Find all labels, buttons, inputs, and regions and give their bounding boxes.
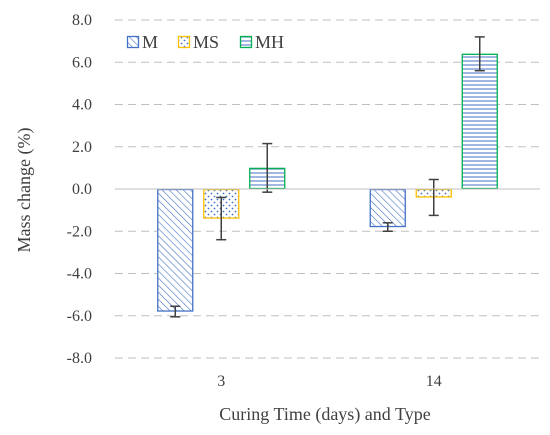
x-tick-label: 3 (217, 373, 225, 390)
y-tick-label: 8.0 (72, 12, 92, 29)
legend-swatch-m (126, 35, 140, 49)
bar-m-3 (157, 188, 194, 312)
x-axis-ticks: 3 14 (217, 373, 442, 390)
legend-swatch-mh (239, 35, 253, 49)
y-tick-label: -2.0 (67, 223, 92, 240)
y-tick-label: 0.0 (72, 181, 92, 198)
legend-swatch-ms (177, 35, 191, 49)
y-axis-title: Mass change (%) (14, 128, 35, 253)
y-axis-ticks: 8.0 6.0 4.0 2.0 0.0 -2.0 -4.0 -6.0 -8.0 (67, 12, 92, 367)
legend: M MS MH (126, 32, 284, 52)
bars (157, 53, 498, 312)
y-tick-label: -8.0 (67, 350, 92, 367)
error-bars (170, 36, 485, 318)
y-tick-label: 4.0 (72, 97, 92, 114)
y-tick-label: 6.0 (72, 54, 92, 71)
y-tick-label: -6.0 (67, 308, 92, 325)
legend-label-mh: MH (255, 32, 284, 52)
legend-label-m: M (142, 32, 158, 52)
y-tick-label: 2.0 (72, 139, 92, 156)
x-tick-label: 14 (426, 373, 442, 390)
x-axis-title: Curing Time (days) and Type (219, 404, 430, 425)
y-tick-label: -4.0 (67, 266, 92, 283)
bar-m-14 (369, 188, 406, 228)
bar-mh-14 (461, 53, 498, 190)
legend-label-ms: MS (193, 32, 219, 52)
